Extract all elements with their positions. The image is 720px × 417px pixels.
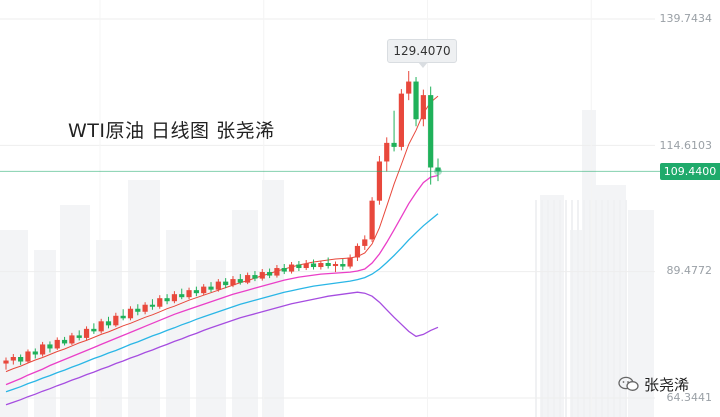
candle-body [362, 239, 368, 246]
candle-body [223, 281, 229, 286]
candle-body [266, 272, 273, 276]
candle-body [186, 290, 192, 298]
chart-title: WTI原油 日线图 张尧浠 [68, 120, 275, 142]
candle-body [179, 294, 185, 298]
candle-body [10, 357, 16, 361]
candle-body [332, 264, 339, 267]
candle-body [281, 268, 287, 272]
brand-watermark: 张尧浠 [618, 374, 689, 395]
candle-body [413, 81, 419, 120]
candle-body [376, 161, 383, 201]
candle-body [47, 344, 53, 349]
current-price-line [0, 167, 660, 176]
watermark-block [262, 180, 284, 417]
candle-body [230, 279, 236, 286]
candle-body [310, 263, 317, 268]
candle-body [208, 286, 214, 290]
candle-body [113, 315, 119, 326]
grid-lines [0, 0, 655, 417]
moving-average-line [5, 95, 439, 373]
candle-body [40, 344, 46, 355]
candle-body [149, 304, 156, 307]
y-tick-label: 114.6103 [659, 139, 713, 152]
brand-label: 张尧浠 [644, 376, 690, 394]
candle-body [325, 263, 331, 267]
candle-body [201, 286, 207, 294]
y-tick-label: 64.3441 [666, 391, 713, 404]
watermark-block [60, 205, 90, 417]
moving-average-line [5, 213, 439, 393]
candle-body [76, 335, 82, 338]
watermark-block [128, 180, 160, 417]
candle-body [54, 339, 60, 349]
y-tick-label: 89.4772 [666, 264, 713, 277]
candle-body [164, 298, 170, 302]
candle-body [369, 200, 375, 240]
candle-body [105, 321, 112, 326]
moving-average-line [5, 174, 439, 386]
candle-body [347, 257, 353, 267]
candle-body [303, 263, 309, 269]
candle-body [193, 290, 199, 294]
candle-body [120, 315, 126, 319]
wechat-icon [618, 376, 639, 391]
candle-body [142, 304, 148, 312]
candle-body [428, 95, 434, 168]
candle-body [406, 81, 412, 94]
candle-body [391, 142, 397, 147]
candle-body [398, 93, 404, 147]
candle-body [237, 279, 243, 283]
candle-body [252, 275, 258, 279]
candle-body [259, 272, 265, 279]
candle-body [91, 328, 97, 332]
candle-body [340, 264, 346, 267]
candle-body [171, 294, 178, 302]
candle-body [135, 308, 141, 312]
candle-body [318, 263, 324, 268]
candle-body [157, 298, 163, 307]
candle-body [127, 308, 134, 319]
moving-average-lines [5, 95, 439, 406]
candles [3, 70, 441, 370]
candle-body [354, 245, 361, 258]
current-price-marker [434, 167, 442, 176]
candle-body [420, 95, 426, 120]
candle-body [83, 328, 90, 338]
candle-body [296, 264, 302, 269]
y-tick-label: 139.7434 [659, 12, 713, 25]
candle-body [274, 268, 280, 276]
current-price-tag: 109.4400 [660, 163, 720, 180]
candle-body [288, 264, 295, 272]
candle-body [215, 281, 221, 290]
candle-body [25, 351, 31, 362]
candle-body [98, 321, 104, 332]
peak-price-callout: 129.4070 [387, 39, 457, 68]
candle-body [3, 360, 9, 364]
candle-body [61, 339, 68, 344]
candle-body [384, 142, 390, 162]
candle-body [245, 275, 251, 283]
candle-body [32, 351, 38, 355]
candle-body [435, 167, 441, 172]
moving-average-line [5, 291, 439, 406]
candle-body [69, 335, 75, 344]
candle-body [18, 357, 24, 362]
